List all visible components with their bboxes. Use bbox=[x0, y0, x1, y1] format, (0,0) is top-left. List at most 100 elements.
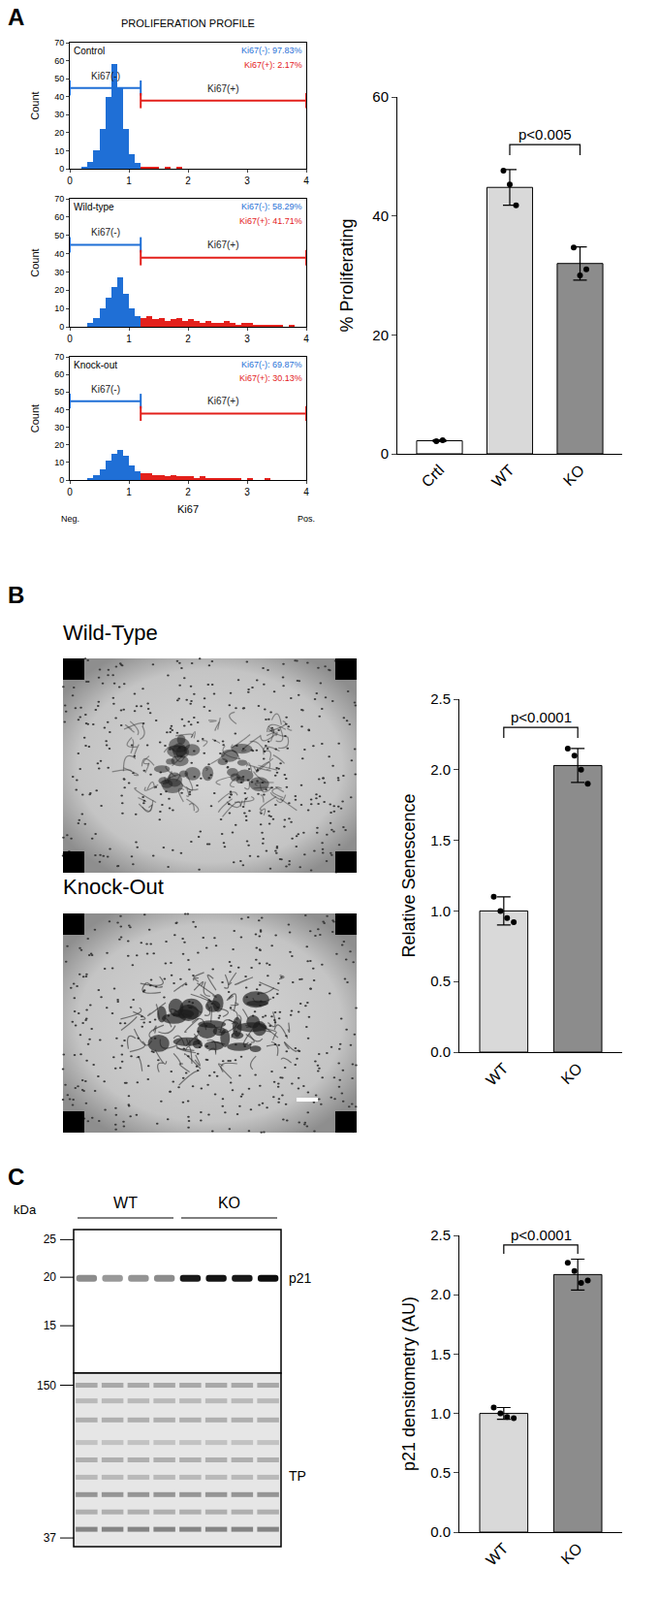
svg-text:Ki67(-): Ki67(-) bbox=[91, 383, 121, 395]
svg-text:Ki67(-): 58.29%: Ki67(-): 58.29% bbox=[241, 201, 303, 212]
svg-text:25: 25 bbox=[43, 1231, 58, 1246]
svg-text:4: 4 bbox=[303, 175, 310, 187]
svg-text:Ki67(-): Ki67(-) bbox=[91, 226, 121, 238]
svg-text:40: 40 bbox=[54, 249, 64, 259]
svg-text:2.0: 2.0 bbox=[430, 1285, 451, 1302]
svg-text:p21 densitometry (AU): p21 densitometry (AU) bbox=[399, 1295, 419, 1471]
svg-text:37: 37 bbox=[43, 1530, 58, 1544]
svg-text:3: 3 bbox=[244, 333, 251, 345]
svg-text:15: 15 bbox=[43, 1318, 58, 1332]
svg-text:0.0: 0.0 bbox=[430, 1522, 451, 1539]
svg-text:3: 3 bbox=[244, 175, 251, 187]
svg-text:150: 150 bbox=[36, 1378, 57, 1392]
svg-text:0: 0 bbox=[59, 321, 64, 332]
svg-text:60: 60 bbox=[372, 88, 389, 105]
svg-text:0: 0 bbox=[66, 486, 73, 498]
svg-text:1.0: 1.0 bbox=[430, 902, 451, 919]
svg-text:20: 20 bbox=[54, 127, 64, 138]
svg-text:p<0.005: p<0.005 bbox=[518, 125, 572, 143]
svg-text:B: B bbox=[7, 581, 25, 608]
svg-text:KO: KO bbox=[218, 1193, 241, 1211]
svg-text:40: 40 bbox=[372, 207, 389, 224]
svg-text:1: 1 bbox=[125, 175, 132, 187]
svg-text:20: 20 bbox=[54, 284, 64, 295]
svg-text:10: 10 bbox=[54, 146, 64, 157]
svg-text:Pos.: Pos. bbox=[297, 513, 315, 524]
svg-text:1: 1 bbox=[125, 333, 132, 345]
svg-text:4: 4 bbox=[303, 486, 310, 498]
svg-text:3: 3 bbox=[244, 486, 251, 498]
svg-text:p<0.0001: p<0.0001 bbox=[510, 708, 572, 725]
svg-text:0.5: 0.5 bbox=[430, 972, 451, 989]
svg-text:KO: KO bbox=[558, 1059, 586, 1087]
svg-text:40: 40 bbox=[54, 92, 64, 102]
svg-text:1.5: 1.5 bbox=[430, 1345, 451, 1362]
svg-text:WT: WT bbox=[113, 1193, 138, 1211]
svg-text:Ki67(+): 2.17%: Ki67(+): 2.17% bbox=[244, 60, 303, 70]
svg-text:WT: WT bbox=[488, 461, 518, 491]
svg-text:WT: WT bbox=[482, 1059, 512, 1089]
svg-text:p<0.0001: p<0.0001 bbox=[510, 1225, 572, 1243]
svg-text:Ki67(+): 30.13%: Ki67(+): 30.13% bbox=[239, 373, 303, 383]
svg-text:20: 20 bbox=[372, 326, 389, 344]
svg-text:PROLIFERATION PROFILE: PROLIFERATION PROFILE bbox=[121, 17, 255, 30]
svg-text:20: 20 bbox=[43, 1269, 58, 1284]
svg-text:60: 60 bbox=[54, 212, 64, 222]
svg-text:10: 10 bbox=[54, 303, 64, 314]
svg-text:2: 2 bbox=[185, 333, 191, 345]
svg-text:kDa: kDa bbox=[13, 1201, 37, 1217]
svg-text:Ki67(+): Ki67(+) bbox=[207, 239, 240, 251]
svg-text:0: 0 bbox=[59, 163, 64, 174]
svg-text:Wild-Type: Wild-Type bbox=[62, 620, 158, 645]
svg-text:60: 60 bbox=[54, 369, 64, 379]
svg-text:Ki67(-): 69.87%: Ki67(-): 69.87% bbox=[241, 359, 303, 370]
svg-text:2.5: 2.5 bbox=[430, 690, 451, 707]
svg-text:0: 0 bbox=[66, 333, 73, 345]
svg-text:30: 30 bbox=[54, 109, 64, 120]
svg-text:Control: Control bbox=[73, 45, 105, 57]
svg-text:1.5: 1.5 bbox=[430, 831, 451, 848]
svg-text:Count: Count bbox=[29, 248, 41, 277]
svg-text:0: 0 bbox=[59, 474, 64, 485]
svg-text:10: 10 bbox=[54, 457, 64, 468]
svg-text:KO: KO bbox=[560, 461, 588, 489]
svg-text:Crtl: Crtl bbox=[418, 461, 448, 491]
svg-text:p21: p21 bbox=[288, 1269, 313, 1286]
svg-text:4: 4 bbox=[303, 333, 310, 345]
svg-text:2.0: 2.0 bbox=[430, 760, 451, 778]
svg-text:Wild-type: Wild-type bbox=[73, 201, 115, 213]
svg-text:40: 40 bbox=[54, 405, 64, 415]
svg-text:0: 0 bbox=[66, 175, 73, 187]
svg-text:70: 70 bbox=[54, 193, 64, 204]
svg-text:30: 30 bbox=[54, 422, 64, 433]
svg-text:30: 30 bbox=[54, 267, 64, 278]
svg-text:1: 1 bbox=[125, 486, 132, 498]
svg-text:Knock-Out: Knock-Out bbox=[62, 874, 164, 899]
svg-text:Ki67(-): 97.83%: Ki67(-): 97.83% bbox=[241, 45, 303, 56]
svg-text:50: 50 bbox=[54, 73, 64, 84]
svg-text:Ki67: Ki67 bbox=[177, 502, 199, 515]
svg-text:70: 70 bbox=[54, 351, 64, 362]
svg-text:WT: WT bbox=[482, 1538, 512, 1569]
svg-text:Ki67(+): Ki67(+) bbox=[207, 395, 240, 407]
svg-text:50: 50 bbox=[54, 386, 64, 397]
svg-text:Knock-out: Knock-out bbox=[73, 359, 118, 371]
svg-text:2.5: 2.5 bbox=[430, 1225, 451, 1243]
svg-text:0.5: 0.5 bbox=[430, 1463, 451, 1480]
svg-text:Neg.: Neg. bbox=[61, 513, 80, 524]
svg-text:TP: TP bbox=[288, 1467, 307, 1483]
svg-text:Ki67(+): Ki67(+) bbox=[207, 83, 240, 95]
svg-text:A: A bbox=[7, 3, 25, 31]
svg-text:20: 20 bbox=[54, 439, 64, 450]
svg-text:Count: Count bbox=[29, 91, 41, 120]
svg-text:KO: KO bbox=[558, 1538, 586, 1567]
svg-text:1.0: 1.0 bbox=[430, 1404, 451, 1421]
svg-text:Ki67(-): Ki67(-) bbox=[91, 70, 121, 82]
svg-text:0: 0 bbox=[380, 444, 389, 462]
svg-text:Ki67(+): 41.71%: Ki67(+): 41.71% bbox=[239, 216, 303, 226]
svg-text:50: 50 bbox=[54, 230, 64, 241]
svg-text:% Proliferating: % Proliferating bbox=[337, 218, 357, 332]
svg-text:2: 2 bbox=[185, 486, 191, 498]
svg-text:2: 2 bbox=[185, 175, 191, 187]
svg-text:70: 70 bbox=[54, 37, 64, 48]
